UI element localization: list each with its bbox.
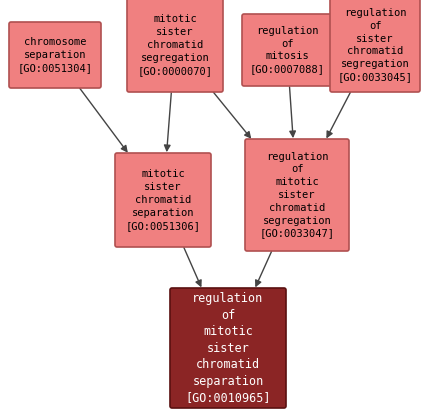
FancyBboxPatch shape [330, 0, 420, 92]
Text: regulation
of
mitotic
sister
chromatid
segregation
[GO:0033047]: regulation of mitotic sister chromatid s… [259, 152, 335, 238]
Text: chromosome
separation
[GO:0051304]: chromosome separation [GO:0051304] [18, 37, 93, 73]
FancyBboxPatch shape [170, 288, 286, 408]
FancyBboxPatch shape [127, 0, 223, 92]
Text: regulation
of
mitotic
sister
chromatid
separation
[GO:0010965]: regulation of mitotic sister chromatid s… [185, 292, 271, 404]
Text: regulation
of
sister
chromatid
segregation
[GO:0033045]: regulation of sister chromatid segregati… [338, 8, 413, 82]
FancyBboxPatch shape [242, 14, 332, 86]
FancyBboxPatch shape [245, 139, 349, 251]
Text: regulation
of
mitosis
[GO:0007088]: regulation of mitosis [GO:0007088] [250, 26, 325, 74]
FancyBboxPatch shape [115, 153, 211, 247]
Text: mitotic
sister
chromatid
segregation
[GO:0000070]: mitotic sister chromatid segregation [GO… [138, 14, 213, 75]
FancyBboxPatch shape [9, 22, 101, 88]
Text: mitotic
sister
chromatid
separation
[GO:0051306]: mitotic sister chromatid separation [GO:… [125, 169, 200, 230]
